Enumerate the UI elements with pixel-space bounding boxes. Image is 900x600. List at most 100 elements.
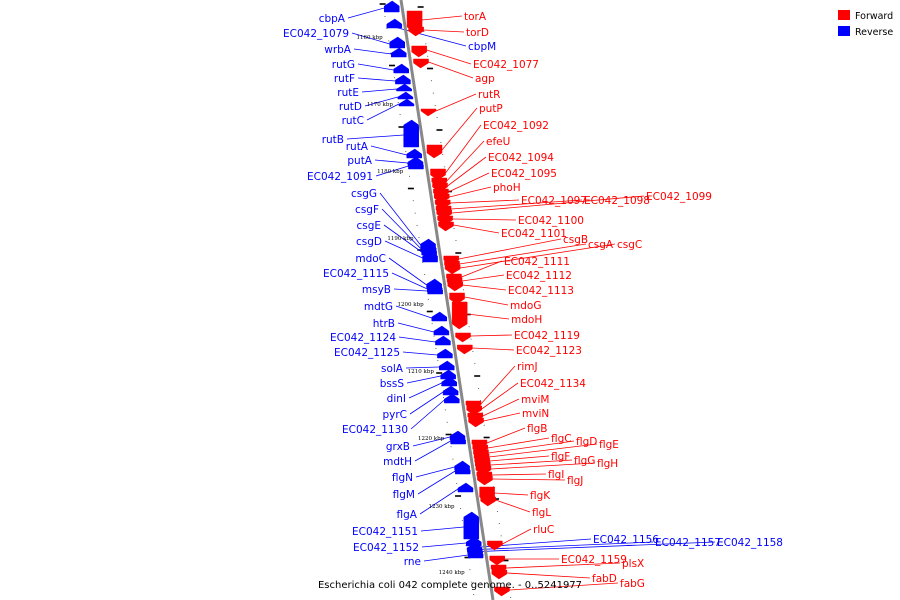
reverse-gene-feature	[435, 335, 451, 346]
reverse-leader-line	[381, 208, 422, 250]
forward-gene-label: flgJ	[567, 475, 583, 487]
forward-gene-label: flgH	[597, 458, 618, 470]
forward-leader-line	[451, 195, 645, 214]
kbp-label: 1160 kbp	[357, 35, 384, 41]
forward-gene-feature	[451, 301, 468, 330]
reverse-leader-line	[370, 145, 407, 156]
reverse-gene-label: flgN	[392, 472, 413, 484]
reverse-gene-feature	[444, 393, 460, 404]
reverse-leader-line	[353, 48, 392, 55]
reverse-gene-label: mdoC	[355, 253, 386, 265]
forward-gene-label: EC042_1092	[483, 120, 549, 132]
forward-leader-line	[441, 107, 478, 151]
reverse-leader-line	[384, 240, 423, 259]
reverse-gene-feature	[408, 159, 424, 170]
reverse-gene-feature	[442, 385, 459, 396]
reverse-gene-label: EC042_1091	[307, 171, 373, 183]
forward-gene-label: phoH	[493, 182, 521, 194]
reverse-leader-line	[357, 63, 394, 71]
forward-gene-label: flgK	[530, 490, 551, 502]
forward-gene-feature	[468, 417, 484, 428]
gene-labels: cbpA EC042_1079 wrbA rutG rutF rutE rutD rutC ru…	[283, 11, 783, 590]
reverse-gene-label: wrbA	[324, 44, 352, 56]
forward-leader-line	[492, 478, 566, 481]
forward-gene-feature	[426, 144, 443, 159]
reverse-gene-label: msyB	[362, 284, 391, 296]
forward-gene-feature	[477, 475, 493, 486]
reverse-leader-line	[391, 272, 428, 290]
forward-gene-label: fabG	[620, 578, 645, 590]
forward-leader-line	[462, 274, 505, 282]
reverse-leader-line	[386, 24, 467, 47]
reverse-leader-line	[361, 88, 397, 93]
forward-leader-line	[422, 15, 463, 21]
forward-gene-label: EC042_1101	[501, 228, 567, 240]
reverse-leader-line	[351, 32, 390, 45]
reverse-gene-label: rutB	[322, 134, 344, 146]
forward-gene-label: flgC	[551, 433, 572, 445]
reverse-leader-line	[419, 488, 459, 515]
forward-gene-label: flgL	[532, 507, 551, 519]
reverse-leader-line	[402, 351, 438, 356]
reverse-gene-label: dinI	[387, 393, 406, 405]
reverse-gene-feature	[463, 511, 480, 540]
reverse-gene-label: flgA	[397, 509, 418, 521]
forward-leader-line	[472, 347, 515, 351]
legend-reverse-label: Reverse	[855, 27, 893, 38]
reverse-gene-feature	[433, 325, 450, 336]
forward-gene-label: EC042_1111	[504, 256, 570, 268]
forward-gene-label: EC042_1100	[518, 215, 584, 227]
reverse-gene-label: EC042_1156	[593, 534, 659, 546]
forward-leader-line	[428, 61, 474, 79]
forward-leader-line	[489, 455, 550, 462]
forward-leader-line	[461, 260, 503, 278]
reverse-gene-feature	[398, 98, 415, 107]
forward-gene-feature	[491, 569, 508, 580]
forward-gene-label: EC042_1112	[506, 270, 572, 282]
reverse-gene-label: rutE	[337, 87, 359, 99]
reverse-gene-label: EC042_1115	[323, 268, 389, 280]
forward-gene-label: mviM	[521, 394, 549, 406]
reverse-gene-feature	[395, 74, 411, 85]
forward-gene-feature	[494, 586, 510, 597]
forward-leader-line	[446, 140, 485, 182]
reverse-leader-line	[405, 366, 440, 369]
forward-leader-line	[460, 243, 616, 269]
reverse-leader-line	[375, 165, 409, 177]
reverse-leader-line	[417, 470, 456, 495]
forward-gene-feature	[457, 344, 473, 355]
forward-leader-line	[451, 199, 583, 210]
forward-leader-line	[483, 412, 521, 422]
reverse-leader-line	[366, 103, 400, 121]
forward-leader-line	[458, 238, 562, 260]
kbp-label: 1190 kbp	[387, 236, 414, 242]
reverse-gene-label: EC042_1124	[330, 332, 396, 344]
genome-caption: Escherichia coli 042 complete genome. - …	[318, 580, 582, 591]
reverse-gene-label: EC042_1151	[352, 526, 418, 538]
forward-gene-label: EC042_1123	[516, 345, 582, 357]
reverse-gene-feature	[422, 250, 438, 263]
reverse-gene-label: rutA	[346, 141, 369, 153]
forward-leader-line	[426, 49, 472, 65]
forward-gene-label: rimJ	[517, 361, 538, 373]
reverse-leader-line	[421, 542, 467, 548]
forward-leader-line	[453, 224, 500, 234]
forward-leader-line	[423, 29, 465, 33]
genome-backbone	[399, 0, 495, 600]
forward-leader-line	[445, 124, 482, 174]
legend-forward-swatch	[838, 10, 850, 20]
reverse-leader-line	[383, 224, 422, 253]
forward-gene-feature	[480, 496, 496, 507]
reverse-leader-line	[423, 554, 469, 562]
reverse-gene-feature	[440, 369, 456, 380]
forward-gene-label: csgC	[617, 239, 642, 251]
reverse-gene-label: EC042_1125	[334, 347, 400, 359]
reverse-leader-line	[374, 159, 409, 164]
forward-gene-label: torA	[464, 11, 487, 23]
forward-gene-label: EC042_1097	[521, 195, 587, 207]
kbp-label: 1170 kbp	[367, 102, 394, 108]
reverse-leader-line	[395, 305, 432, 319]
reverse-gene-feature	[437, 348, 453, 359]
forward-gene-label: plsX	[622, 558, 644, 570]
